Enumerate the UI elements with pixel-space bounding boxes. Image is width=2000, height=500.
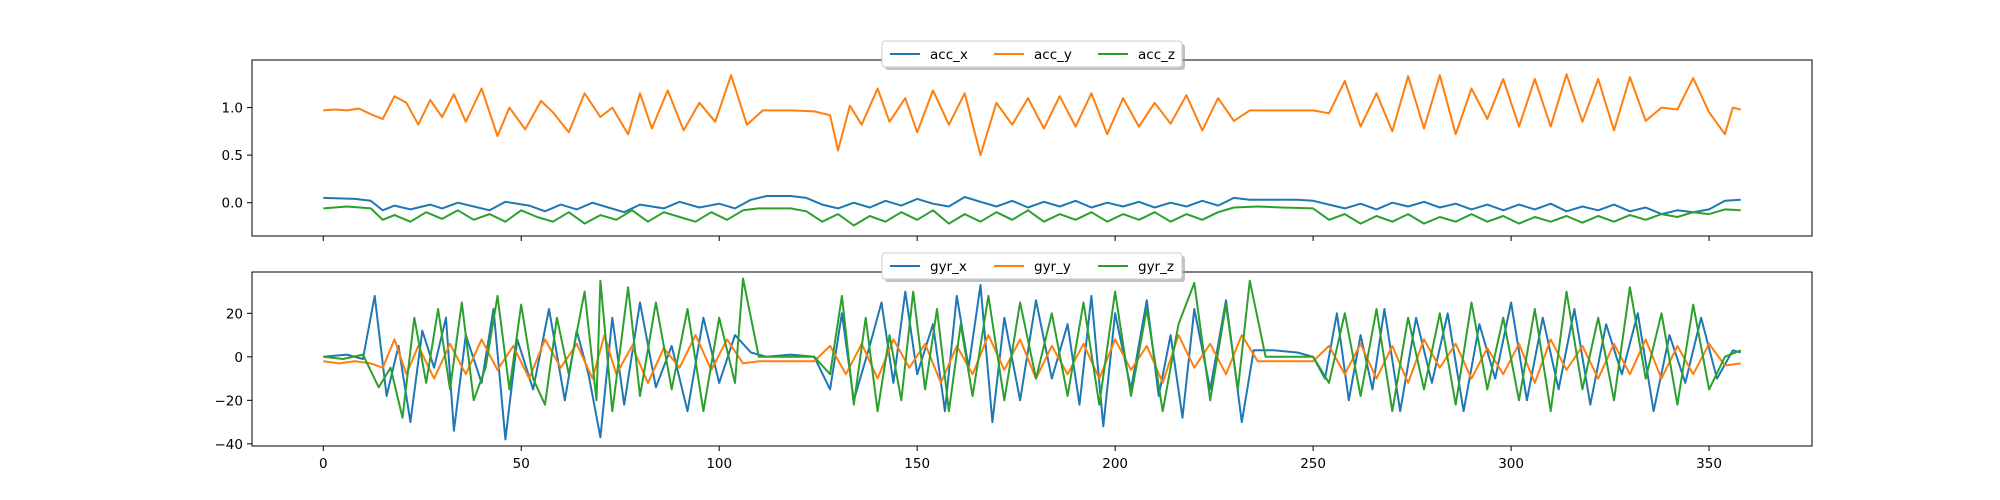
legend-label-gyr_y: gyr_y <box>1034 259 1071 275</box>
y-tick-label: −40 <box>215 437 244 453</box>
y-tick-label: 0 <box>234 350 243 366</box>
series-line-gyr_z <box>323 277 1742 419</box>
legend-label-acc_x: acc_x <box>930 47 968 63</box>
series-line-acc_x <box>323 195 1741 216</box>
x-tick-label: 300 <box>1498 456 1524 472</box>
legend-box <box>881 252 1183 280</box>
y-tick-label: −20 <box>215 393 244 409</box>
legend-label-gyr_z: gyr_z <box>1138 259 1174 275</box>
y-tick-label: 0.5 <box>222 148 243 164</box>
gyr-subplot: 0 50 100 150 200 250 300 350 −40 −20 0 20 gyr_x gyr_y… <box>215 252 1813 472</box>
legend: gyr_x gyr_y gyr_z <box>881 252 1185 282</box>
x-tick-label: 150 <box>904 456 930 472</box>
x-tick-label: 100 <box>706 456 732 472</box>
x-tick-label: 50 <box>513 456 530 472</box>
legend-label-acc_z: acc_z <box>1138 47 1175 63</box>
y-tick-label: 1.0 <box>222 101 243 117</box>
series-line-acc_y <box>323 73 1741 157</box>
x-tick-label: 200 <box>1102 456 1128 472</box>
series-line-gyr_y <box>323 334 1741 384</box>
legend: acc_x acc_y acc_z <box>881 40 1185 70</box>
legend-label-acc_y: acc_y <box>1034 47 1072 63</box>
legend-box <box>881 40 1183 68</box>
y-tick-label: 20 <box>226 306 243 322</box>
legend-label-gyr_x: gyr_x <box>930 259 967 275</box>
x-tick-label: 250 <box>1300 456 1326 472</box>
x-tick-label: 0 <box>319 456 328 472</box>
series-line-acc_z <box>323 205 1741 227</box>
acc-subplot: 0.0 0.5 1.0 acc_x acc_y acc_z <box>222 40 1813 241</box>
x-tick-label: 350 <box>1696 456 1722 472</box>
y-tick-label: 0.0 <box>222 196 243 212</box>
